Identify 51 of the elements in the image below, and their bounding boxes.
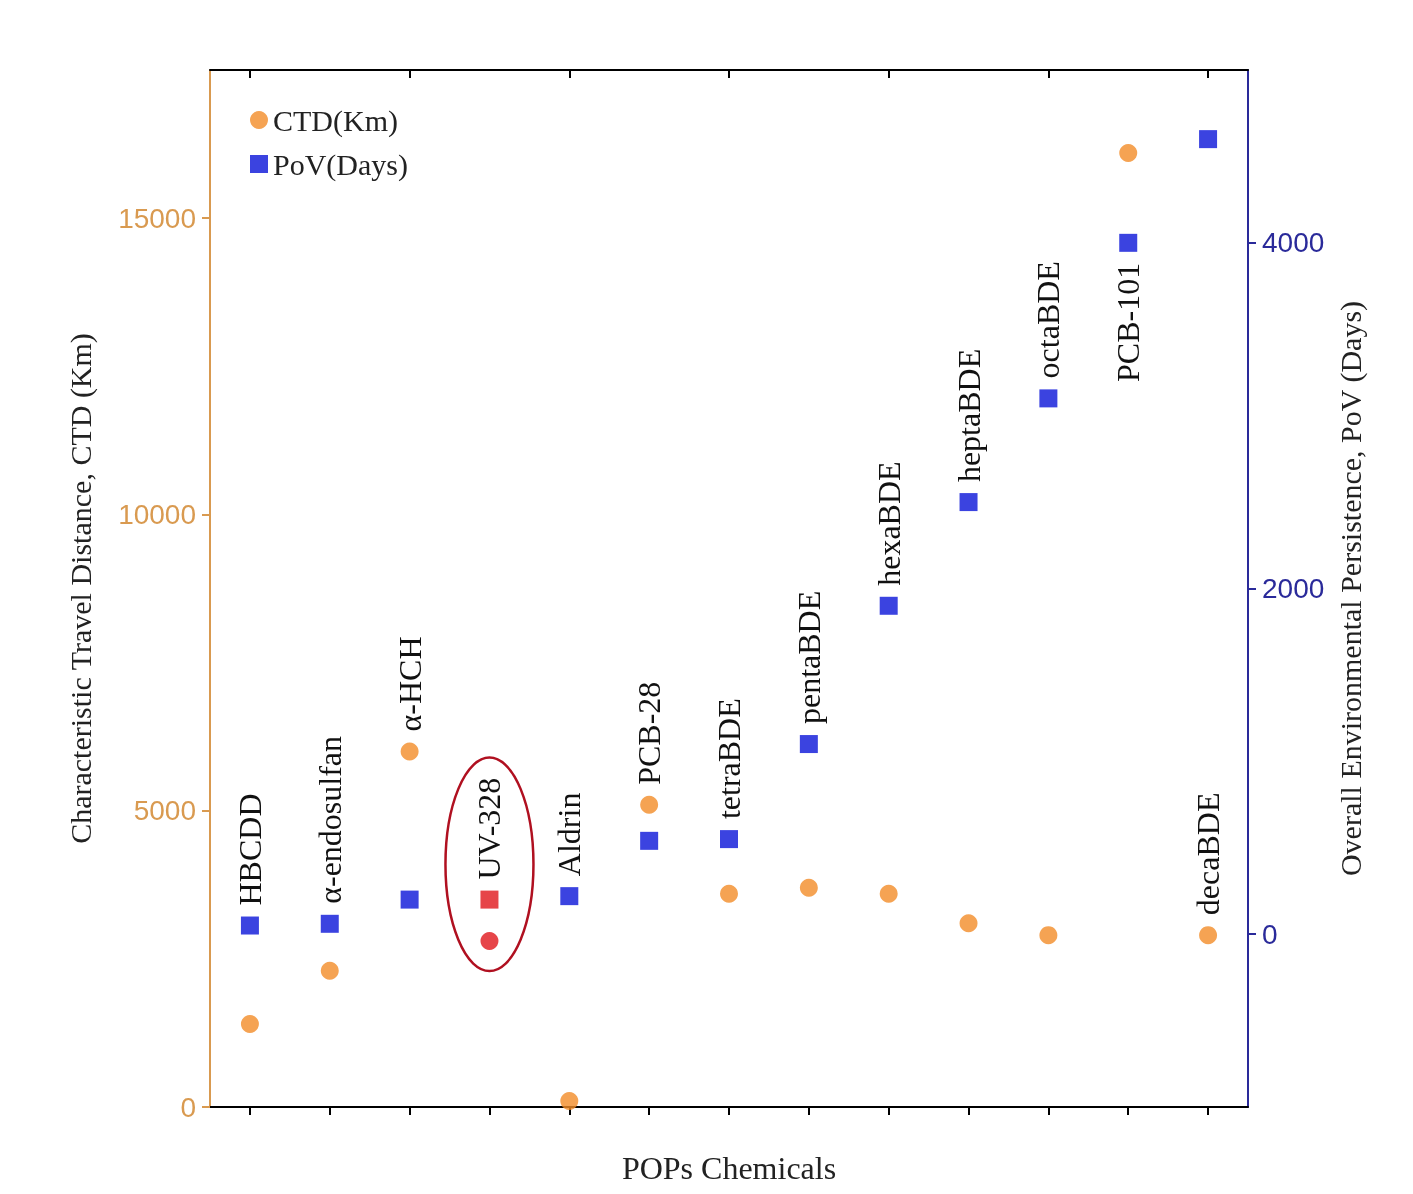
x-tick-label: hexaBDE [870, 461, 907, 586]
point [240, 916, 259, 935]
x-tick-label: pentaBDE [790, 590, 827, 725]
x-tick-label: α-HCH [391, 636, 428, 732]
point [1199, 130, 1218, 149]
y2-tick-label: 2000 [1262, 573, 1325, 604]
x-tick-label: UV-328 [471, 777, 508, 880]
x-tick-label: HBCDD [231, 793, 268, 906]
point [1039, 926, 1058, 945]
x-tick-label: PCB-28 [631, 681, 668, 785]
point [720, 830, 738, 849]
point [640, 831, 659, 850]
point [720, 884, 738, 903]
y-tick-label: 0 [180, 1091, 196, 1123]
y-tick-label: 10000 [118, 498, 196, 530]
point [1119, 233, 1138, 252]
y2-tick-label: 4000 [1262, 227, 1325, 259]
x-tick-label: Aldrin [551, 792, 588, 877]
legend-label: PoV(Days) [273, 147, 408, 182]
point [320, 961, 339, 980]
point [879, 596, 898, 615]
x-tick-label: PCB-101 [1110, 262, 1147, 382]
x-tick-label: α-endosulfan [311, 735, 348, 904]
point [799, 878, 818, 897]
y-tick-label: 5000 [133, 795, 196, 827]
x-tick-label: octaBDE [1030, 261, 1067, 379]
point [640, 795, 659, 814]
point [1119, 143, 1138, 162]
x-tick-label: decaBDE [1190, 792, 1227, 916]
y-axis-title: Characteristic Travel Distance, CTD (Km) [63, 333, 98, 844]
point [959, 914, 978, 933]
point [240, 1015, 259, 1034]
y-tick-label: 15000 [118, 202, 196, 234]
point [480, 890, 499, 909]
y2-tick-label: 0 [1262, 918, 1278, 950]
point [1199, 926, 1218, 945]
point [799, 735, 818, 754]
point [480, 932, 499, 951]
x-tick-label: tetraBDE [711, 698, 747, 820]
point [1039, 389, 1058, 408]
point [560, 1092, 579, 1111]
point [400, 890, 419, 909]
y2-axis-title: Overall Environmental Persistence, PoV (Days) [1333, 300, 1368, 877]
x-tick-label: heptaBDE [950, 348, 987, 483]
point [959, 493, 978, 512]
point [320, 914, 339, 933]
legend-label: CTD(Km) [273, 103, 398, 138]
point [400, 742, 419, 761]
point [879, 884, 898, 903]
x-axis-title: POPs Chemicals [621, 1150, 837, 1186]
point [560, 887, 579, 906]
